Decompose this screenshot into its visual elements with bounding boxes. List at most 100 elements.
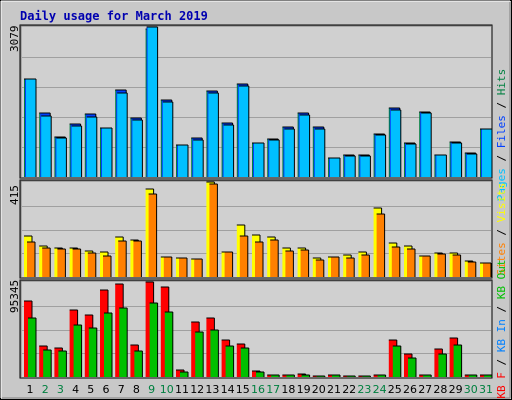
panel-kbytes-max-label: 95345 <box>8 280 21 313</box>
day-label-6: 6 <box>103 383 110 396</box>
bar-pages-day-20 <box>314 129 325 177</box>
bar-pages-day-3 <box>56 138 67 177</box>
legend-visits: Visits <box>495 183 508 223</box>
bar-kb-out-day-13 <box>210 330 219 377</box>
day-label-14: 14 <box>221 383 235 396</box>
bar-pages-day-30 <box>466 154 477 177</box>
panel-kbytes-legend: KB F / KB In / KB Out <box>495 259 508 398</box>
day-label-8: 8 <box>133 383 140 396</box>
day-label-1: 1 <box>27 383 34 396</box>
bar-sites-day-22 <box>346 258 355 277</box>
bar-pages-day-11 <box>178 145 188 177</box>
bar-kb-out-day-4 <box>73 325 82 377</box>
day-label-29: 29 <box>449 383 463 396</box>
bar-sites-day-4 <box>72 249 81 277</box>
bar-sites-day-16 <box>255 242 263 277</box>
day-label-7: 7 <box>118 383 125 396</box>
bar-kb-out-day-11 <box>180 372 188 377</box>
bar-kb-out-day-29 <box>453 345 462 377</box>
bar-sites-day-18 <box>285 251 294 277</box>
bar-kb-out-day-27 <box>423 375 432 377</box>
bar-sites-day-13 <box>209 184 218 277</box>
bar-kb-out-day-3 <box>58 351 67 377</box>
chart-title: Daily usage for March 2019 <box>20 9 208 23</box>
bar-sites-day-15 <box>239 236 248 277</box>
bar-pages-day-28 <box>436 155 447 177</box>
bar-pages-day-10 <box>162 102 173 177</box>
bar-sites-day-3 <box>57 249 66 277</box>
bar-sites-day-29 <box>452 255 461 277</box>
bar-pages-day-21 <box>330 158 340 177</box>
bar-kb-out-day-16 <box>256 372 264 377</box>
bar-pages-day-23 <box>360 156 371 177</box>
day-label-10: 10 <box>160 383 174 396</box>
bar-sites-day-1 <box>27 242 35 277</box>
bar-sites-day-8 <box>133 241 142 277</box>
day-label-16: 16 <box>251 383 265 396</box>
bar-sites-day-2 <box>42 248 51 277</box>
bar-sites-day-12 <box>194 259 203 277</box>
day-label-31: 31 <box>479 383 493 396</box>
bar-sites-day-27 <box>422 256 431 277</box>
panel-visits-max-label: 415 <box>8 185 21 205</box>
legend-hits: Hits <box>495 69 508 96</box>
panel-kbytes-bars <box>24 281 493 377</box>
bar-pages-day-26 <box>406 144 416 177</box>
bar-kb-out-day-14 <box>225 346 234 377</box>
bar-pages-day-12 <box>193 140 204 177</box>
legend-sep-2: / <box>495 95 508 115</box>
bar-pages-day-25 <box>390 110 401 177</box>
bar-kb-out-day-7 <box>119 308 128 377</box>
bar-kb-out-day-31 <box>484 375 492 377</box>
bar-kb-out-day-28 <box>438 354 447 377</box>
bar-kb-out-day-30 <box>468 375 477 377</box>
bar-sites-day-28 <box>437 254 446 277</box>
bar-sites-day-10 <box>163 257 172 277</box>
day-label-11: 11 <box>175 383 189 396</box>
panel-visits-bars <box>24 181 492 277</box>
day-label-18: 18 <box>281 383 295 396</box>
bar-sites-day-31 <box>483 263 491 277</box>
bar-kb-out-day-19 <box>301 375 310 377</box>
bar-pages-day-19 <box>299 115 310 177</box>
bar-pages-day-4 <box>71 126 82 177</box>
bar-sites-day-5 <box>87 253 96 277</box>
bar-kb-out-day-5 <box>88 328 97 377</box>
legend-kb-in: KB In <box>495 319 508 352</box>
bar-pages-day-2 <box>41 116 52 177</box>
bar-pages-day-22 <box>345 156 356 177</box>
day-label-28: 28 <box>433 383 447 396</box>
bar-sites-day-7 <box>118 241 127 277</box>
day-label-9: 9 <box>148 383 155 396</box>
bar-sites-day-19 <box>300 250 309 277</box>
panel-usage-max-label: 3079 <box>8 26 21 53</box>
day-label-13: 13 <box>205 383 219 396</box>
day-label-2: 2 <box>42 383 49 396</box>
day-label-22: 22 <box>342 383 356 396</box>
bar-kb-out-day-24 <box>377 375 386 377</box>
bar-sites-day-24 <box>376 214 385 277</box>
bar-sites-day-6 <box>103 256 111 277</box>
bar-sites-day-23 <box>361 255 370 277</box>
panel-usage-bars <box>24 26 493 177</box>
bar-kb-out-day-9 <box>149 303 158 377</box>
day-label-30: 30 <box>464 383 478 396</box>
panel-kbytes: 95345 KB F / KB In / KB Out <box>8 259 508 398</box>
bar-sites-day-9 <box>148 194 157 277</box>
bar-kb-out-day-26 <box>408 358 416 377</box>
bar-sites-day-14 <box>224 252 233 277</box>
bar-kb-out-day-8 <box>134 351 143 377</box>
day-label-19: 19 <box>297 383 311 396</box>
bar-sites-day-11 <box>179 258 187 277</box>
day-label-23: 23 <box>357 383 371 396</box>
bar-pages-day-5 <box>86 117 97 177</box>
legend-sites: Sites <box>495 242 508 275</box>
day-label-5: 5 <box>87 383 94 396</box>
bar-kb-out-day-6 <box>104 313 112 377</box>
day-label-15: 15 <box>236 383 250 396</box>
bar-pages-day-29 <box>451 143 462 177</box>
panel-visits: 415 Sites / Visits <box>8 179 508 279</box>
bar-pages-day-17 <box>269 140 280 177</box>
bar-sites-day-20 <box>315 260 324 277</box>
